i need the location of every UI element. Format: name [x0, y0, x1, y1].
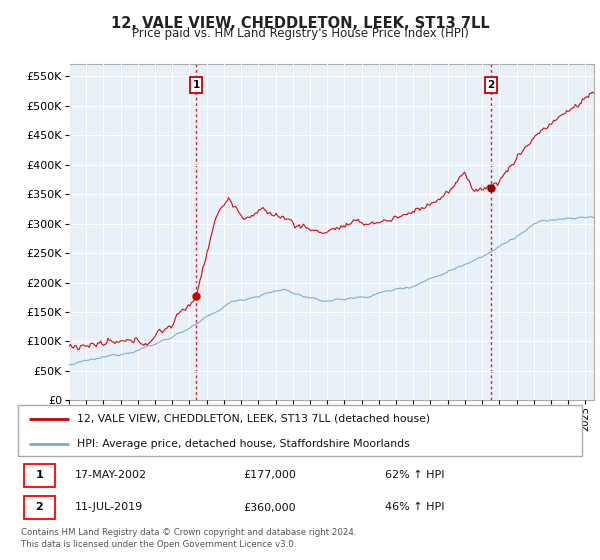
Text: HPI: Average price, detached house, Staffordshire Moorlands: HPI: Average price, detached house, Staf… — [77, 438, 410, 449]
Text: 12, VALE VIEW, CHEDDLETON, LEEK, ST13 7LL (detached house): 12, VALE VIEW, CHEDDLETON, LEEK, ST13 7L… — [77, 414, 430, 424]
Text: 11-JUL-2019: 11-JUL-2019 — [74, 502, 143, 512]
Text: Contains HM Land Registry data © Crown copyright and database right 2024.
This d: Contains HM Land Registry data © Crown c… — [21, 528, 356, 549]
Text: Price paid vs. HM Land Registry's House Price Index (HPI): Price paid vs. HM Land Registry's House … — [131, 27, 469, 40]
Text: 46% ↑ HPI: 46% ↑ HPI — [385, 502, 444, 512]
Text: 1: 1 — [35, 470, 43, 480]
Text: 62% ↑ HPI: 62% ↑ HPI — [385, 470, 444, 480]
FancyBboxPatch shape — [18, 405, 582, 456]
Text: £360,000: £360,000 — [244, 502, 296, 512]
Text: 2: 2 — [488, 80, 495, 90]
FancyBboxPatch shape — [23, 496, 55, 519]
Text: 1: 1 — [193, 80, 200, 90]
Text: 2: 2 — [35, 502, 43, 512]
Text: 12, VALE VIEW, CHEDDLETON, LEEK, ST13 7LL: 12, VALE VIEW, CHEDDLETON, LEEK, ST13 7L… — [110, 16, 490, 31]
FancyBboxPatch shape — [23, 464, 55, 487]
Text: £177,000: £177,000 — [244, 470, 296, 480]
Text: 17-MAY-2002: 17-MAY-2002 — [74, 470, 146, 480]
